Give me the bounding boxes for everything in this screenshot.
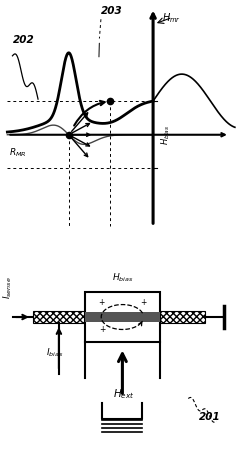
Text: $H_{ext}$: $H_{ext}$ (113, 387, 134, 401)
Text: 203: 203 (101, 6, 123, 17)
Text: $H_{mr}$: $H_{mr}$ (162, 12, 181, 25)
Bar (85, 292, 160, 342)
Text: +: + (99, 325, 106, 334)
Text: $H_{bias}$: $H_{bias}$ (159, 125, 172, 145)
Text: $I_{sense}$: $I_{sense}$ (1, 276, 14, 299)
Text: 201: 201 (198, 412, 220, 422)
Text: $R_{MR}$: $R_{MR}$ (9, 146, 26, 159)
Text: 202: 202 (12, 35, 34, 45)
Bar (33, 311, 85, 323)
Bar (160, 311, 205, 323)
Bar (85, 312, 160, 322)
Text: +: + (98, 298, 104, 308)
Text: +: + (140, 298, 147, 308)
Text: $H_{bias}$: $H_{bias}$ (112, 272, 133, 284)
Text: $I_{bias}$: $I_{bias}$ (46, 347, 63, 359)
